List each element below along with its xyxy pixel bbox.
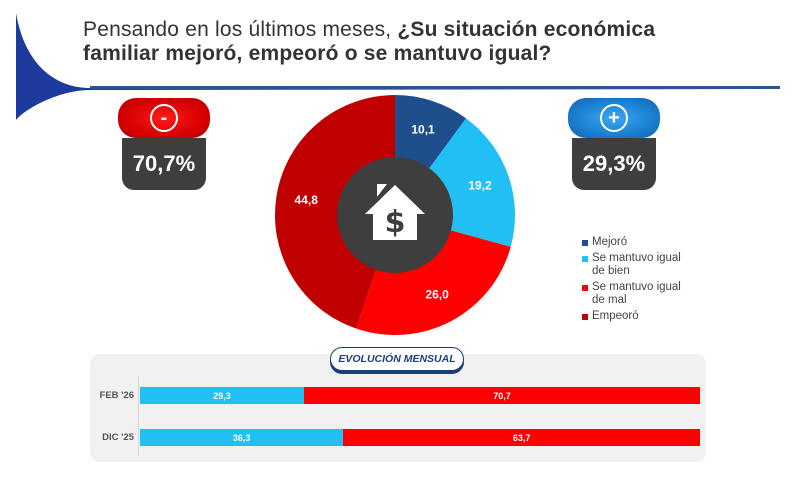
legend-swatch (582, 285, 588, 291)
chart-legend: Mejoró Se mantuvo igual de bien Se mantuvo … (582, 236, 712, 326)
legend-label: Se mantuvo igual de bien (592, 252, 681, 277)
stacked-bar: 29,3 70,7 (140, 387, 700, 404)
positive-badge: + (568, 98, 660, 138)
legend-item: Se mantuvo igual de mal (582, 281, 712, 307)
donut-slice-4 (274, 95, 395, 329)
legend-item: Empeoró (582, 310, 712, 323)
legend-swatch (582, 314, 588, 320)
bar-category-label: DIC '25 (102, 432, 134, 443)
title-bold-1: ¿Su situación económica (397, 18, 656, 41)
slice-label-1: 10,1 (411, 122, 435, 136)
stacked-bar: 36,3 63,7 (140, 429, 700, 446)
legend-swatch (582, 240, 588, 246)
slice-label-3: 26,0 (425, 288, 449, 302)
plus-icon: + (600, 104, 628, 132)
bar-category-label: FEB '26 (99, 390, 134, 401)
axis-line (138, 376, 139, 456)
donut-chart: $ 10,1 19,2 26,0 44,8 (274, 95, 515, 335)
legend-item: Mejoró (582, 236, 712, 249)
title-light: Pensando en los últimos meses, (83, 18, 398, 41)
slice-label-4: 44,8 (295, 193, 319, 207)
bar-segment-negative: 63,7 (343, 429, 700, 446)
bar-segment-positive: 29,3 (140, 387, 305, 404)
title-bold-2: familiar mejoró, empeoró o se mantuvo ig… (83, 42, 552, 65)
bar-segment-negative: 70,7 (304, 387, 700, 404)
legend-swatch (582, 256, 588, 262)
negative-badge: - (118, 98, 210, 138)
negative-total: 70,7% (122, 138, 206, 190)
bar-segment-positive: 36,3 (140, 429, 344, 446)
positive-total: 29,3% (572, 138, 656, 190)
header-decoration (16, 13, 780, 120)
page-title: Pensando en los últimos meses, ¿Su situa… (83, 18, 655, 66)
legend-label: Mejoró (592, 236, 628, 248)
legend-item: Se mantuvo igual de bien (582, 252, 712, 278)
minus-icon: - (150, 104, 178, 132)
legend-label: Se mantuvo igual de mal (592, 281, 681, 306)
house-dollar-icon: $ (365, 184, 425, 240)
slice-label-2: 19,2 (468, 178, 492, 192)
svg-text:$: $ (385, 205, 406, 240)
evolution-title: EVOLUCIÓN MENSUAL (330, 347, 464, 371)
legend-label: Empeoró (592, 310, 639, 322)
